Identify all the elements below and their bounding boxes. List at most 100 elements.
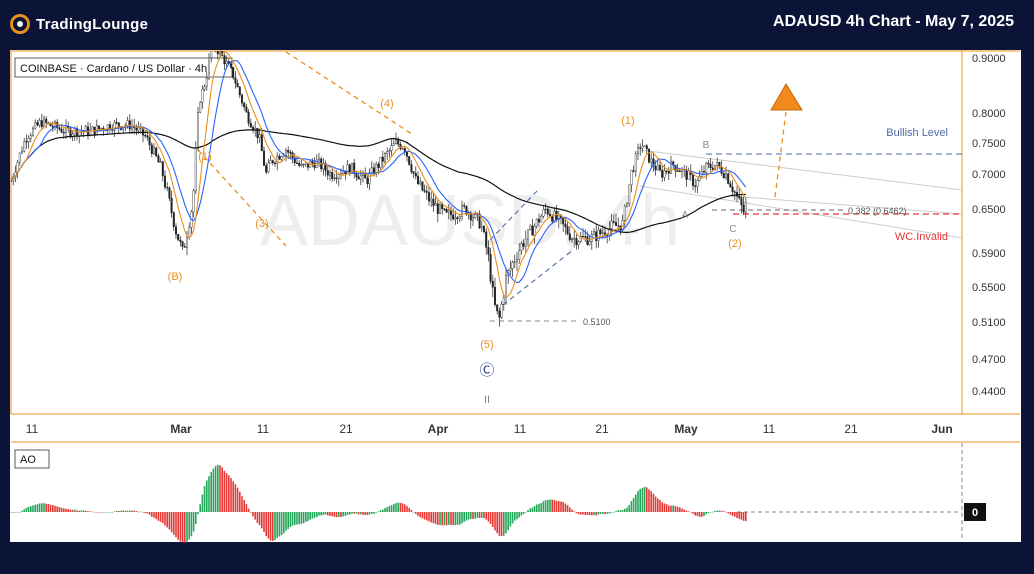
candle-body [355, 173, 358, 178]
ao-bar [705, 512, 707, 515]
ao-bar [698, 512, 701, 517]
ao-bar [311, 512, 314, 519]
candle-body [654, 166, 657, 171]
candle-body [555, 210, 558, 220]
ao-bar [419, 512, 421, 518]
ao-bar [16, 512, 19, 513]
ao-bar [357, 512, 360, 515]
candle-body [342, 171, 345, 175]
candle-body [62, 132, 65, 134]
ao-bar [346, 512, 349, 515]
ao-bar [168, 512, 171, 530]
ao-pane[interactable] [11, 443, 962, 541]
candle-body [595, 231, 598, 241]
candle-body [432, 198, 435, 206]
ao-bar [254, 512, 256, 520]
candle-body [161, 161, 164, 177]
ao-bar [624, 508, 626, 512]
time-tick: Mar [170, 422, 192, 436]
candle-body [179, 239, 182, 242]
candle-body [357, 176, 360, 180]
candle-body [337, 174, 340, 179]
ao-bar [707, 512, 710, 514]
candle-body [388, 150, 391, 152]
ao-bar [720, 510, 723, 512]
ao-bar [547, 499, 549, 512]
wave-label-roman-2: II [484, 394, 490, 406]
ao-bar [520, 512, 523, 516]
candle-body [234, 77, 237, 84]
ao-bar [580, 512, 582, 515]
ao-bar [267, 512, 270, 539]
ao-bar [93, 512, 96, 513]
ma-orange-line [11, 51, 747, 299]
candle-body [612, 221, 615, 223]
ao-bar [87, 511, 89, 512]
ao-bar [597, 512, 600, 515]
wedge-line [729, 195, 962, 215]
time-tick: 11 [763, 422, 776, 436]
ao-bar [630, 501, 633, 512]
ao-bar [738, 512, 740, 519]
candle-body [703, 171, 706, 173]
candle-body [566, 226, 569, 234]
candle-body [56, 121, 59, 129]
ao-bar [195, 512, 197, 524]
ao-bar [41, 503, 43, 512]
ao-bar [56, 506, 58, 512]
candle-body [694, 185, 697, 187]
candle-body [535, 218, 538, 227]
candle-body [630, 170, 633, 186]
ao-bar [703, 512, 705, 516]
candle-body [43, 118, 46, 128]
candle-body [562, 217, 565, 225]
ao-bar [621, 510, 624, 512]
price-axis[interactable]: 0.9000 0.8000 0.7500 0.7000 0.6500 0.590… [972, 53, 1006, 398]
candle-body [386, 151, 389, 154]
ao-bar [399, 502, 402, 512]
ao-bar [340, 512, 342, 518]
ao-bar [492, 512, 494, 527]
candle-body [667, 170, 670, 174]
candle-body [740, 197, 743, 206]
candle-body [494, 287, 497, 305]
candle-body [634, 153, 637, 172]
candle-body [311, 161, 314, 164]
ao-bar [500, 512, 503, 537]
wave-label-4: (4) [380, 98, 393, 110]
wave-label-C: C [729, 224, 736, 235]
time-axis[interactable]: 11 Mar 11 21 Apr 11 21 May 11 21 Jun [26, 422, 953, 436]
ao-bar [470, 512, 472, 519]
ao-bar [258, 512, 261, 526]
ao-bar [159, 512, 162, 522]
ao-bar [586, 512, 589, 515]
ao-bar [408, 507, 410, 512]
candle-body [23, 141, 26, 152]
candle-body [568, 233, 571, 240]
candle-body [615, 222, 618, 226]
ao-label-box[interactable] [14, 449, 50, 469]
candle-body [425, 191, 428, 193]
candle-body [511, 262, 514, 269]
ao-bar [320, 512, 322, 516]
ao-bar [212, 468, 215, 512]
ao-bar [32, 505, 34, 512]
candle-body [207, 57, 210, 79]
candle-body [377, 164, 380, 168]
candle-body [302, 163, 305, 166]
price-tick: 0.7500 [972, 138, 1006, 150]
ao-bar [203, 486, 206, 512]
ao-bar [632, 497, 635, 512]
ao-bar [608, 512, 611, 514]
bullish-level-label: Bullish Level [886, 127, 948, 139]
candle-body [445, 209, 448, 213]
ao-bar [261, 512, 263, 529]
ao-bar [718, 510, 721, 512]
ao-bar [694, 512, 696, 516]
header: TradingLounge ADAUSD 4h Chart - May 7, 2… [0, 0, 1034, 46]
ao-bar [45, 503, 47, 512]
candle-body [170, 197, 173, 213]
ao-bar [80, 510, 83, 512]
ao-bar [144, 512, 146, 514]
